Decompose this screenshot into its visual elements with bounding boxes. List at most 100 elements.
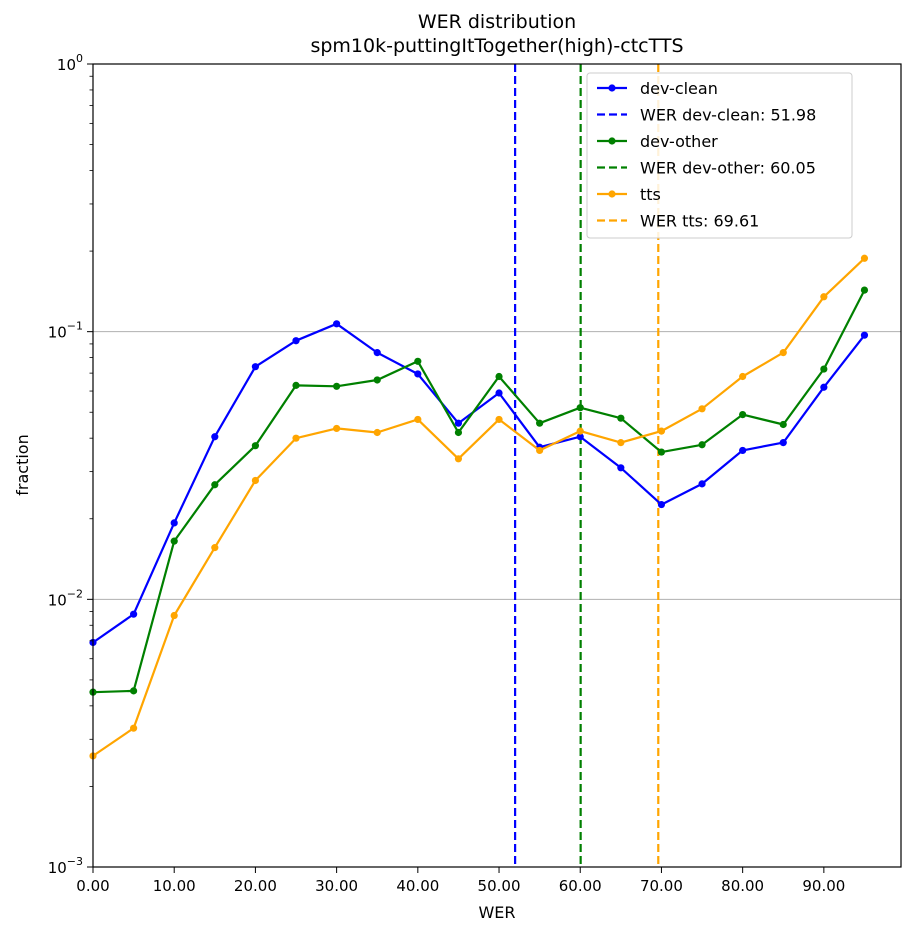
series-dev-clean [89,320,869,647]
point-dev-clean-10 [495,389,503,397]
point-dev-clean-12 [576,433,584,441]
point-dev-other-16 [739,410,747,419]
plot-frame [92,63,902,868]
x-axis-ticks: 0.00 10.00 20.00 30.00 40.00 50.00 60.00 70.00 8… [76,867,845,895]
point-dev-other-4 [251,442,260,450]
point-dev-other-8 [414,357,422,365]
point-dev-clean-7 [373,349,381,357]
point-dev-other-5 [292,381,300,389]
x-tick-label-2: 20.00 [234,877,277,895]
point-tts-13 [617,439,625,447]
y-tick-label-1: 10−1 [48,320,83,342]
point-tts-8 [414,415,422,424]
legend-label: WER tts: 69.61 [640,212,759,231]
point-dev-other-7 [373,376,381,384]
point-dev-clean-19 [860,331,869,339]
legend-label: dev-other [640,132,718,151]
point-dev-clean-1 [130,610,138,618]
point-tts-4 [251,476,260,485]
point-dev-clean-5 [292,337,300,345]
legend-vline-0: WER dev-clean: 51.98 [597,106,816,125]
y-axis-label: fraction [13,434,32,495]
point-tts-2 [170,611,178,620]
legend-marker [608,84,616,92]
x-tick-label-7: 70.00 [640,877,683,895]
point-tts-11 [536,446,544,455]
point-tts-14 [657,427,666,435]
point-dev-other-13 [617,414,625,422]
point-dev-other-1 [130,687,138,695]
point-dev-clean-9 [454,419,463,427]
x-tick-label-9: 90.00 [802,877,845,895]
point-dev-clean-4 [251,363,260,371]
point-dev-other-10 [495,372,503,381]
legend-label: tts [640,185,661,204]
point-tts-17 [779,349,787,357]
legend-series-tts: tts [597,185,661,204]
y-axis-ticks: 100 10−1 10−2 10−3 [48,52,93,877]
x-tick-label-8: 80.00 [721,877,764,895]
legend-vline-1: WER dev-other: 60.05 [597,159,816,178]
point-dev-other-14 [657,448,666,456]
point-tts-3 [211,544,219,552]
point-dev-other-6 [333,382,341,390]
x-tick-label-5: 50.00 [478,877,521,895]
point-dev-other-19 [860,286,869,294]
point-dev-clean-3 [211,433,219,441]
chart-subtitle: spm10k-puttingItTogether(high)-ctcTTS [310,35,683,57]
series-line-dev-clean [92,322,866,644]
point-dev-clean-16 [739,446,747,455]
series-tts [89,254,869,760]
point-dev-clean-6 [333,320,341,328]
point-tts-15 [698,405,706,413]
point-dev-clean-18 [820,383,828,391]
point-dev-other-9 [454,428,463,437]
x-tick-label-1: 10.00 [153,877,196,895]
point-tts-9 [454,455,463,463]
point-dev-clean-2 [170,519,178,527]
legend-series-dev-clean: dev-clean [597,79,718,98]
point-dev-clean-13 [617,464,625,472]
gridlines [93,331,901,600]
point-tts-10 [495,415,503,424]
series-dev-other [89,286,869,696]
point-dev-clean-8 [414,370,422,378]
legend-series-dev-other: dev-other [597,132,718,151]
y-tick-label-0: 100 [57,52,83,74]
legend-label: WER dev-clean: 51.98 [640,106,816,125]
legend-box [586,72,853,239]
point-dev-clean-14 [657,500,666,509]
point-tts-12 [576,427,584,435]
point-tts-18 [820,293,828,301]
point-dev-clean-15 [698,480,706,488]
point-tts-19 [860,254,869,262]
point-dev-clean-17 [779,439,787,447]
point-tts-7 [373,428,381,437]
legend-vline-2: WER tts: 69.61 [597,212,759,231]
x-axis-label: WER [478,903,515,922]
point-tts-16 [739,372,747,381]
point-tts-1 [130,724,138,732]
point-dev-other-17 [779,420,787,429]
legend-marker [608,190,616,198]
point-tts-5 [292,434,300,442]
legend: dev-clean WER dev-clean: 51.98 dev-other WE… [586,72,853,239]
series-line-tts [92,257,866,757]
point-dev-other-18 [820,365,828,373]
legend-label: WER dev-other: 60.05 [640,159,816,178]
data-series [89,254,869,760]
point-dev-other-11 [536,419,544,427]
point-dev-other-12 [576,404,584,412]
point-tts-6 [333,424,341,433]
legend-marker [608,137,616,145]
point-dev-other-3 [211,481,219,489]
x-tick-label-4: 40.00 [396,877,439,895]
x-tick-label-6: 60.00 [559,877,602,895]
point-dev-other-2 [170,537,178,545]
legend-label: dev-clean [640,79,718,98]
y-tick-label-3: 10−3 [48,855,83,877]
x-tick-label-0: 0.00 [76,877,109,895]
series-line-dev-other [92,289,866,694]
point-dev-other-15 [698,441,706,449]
